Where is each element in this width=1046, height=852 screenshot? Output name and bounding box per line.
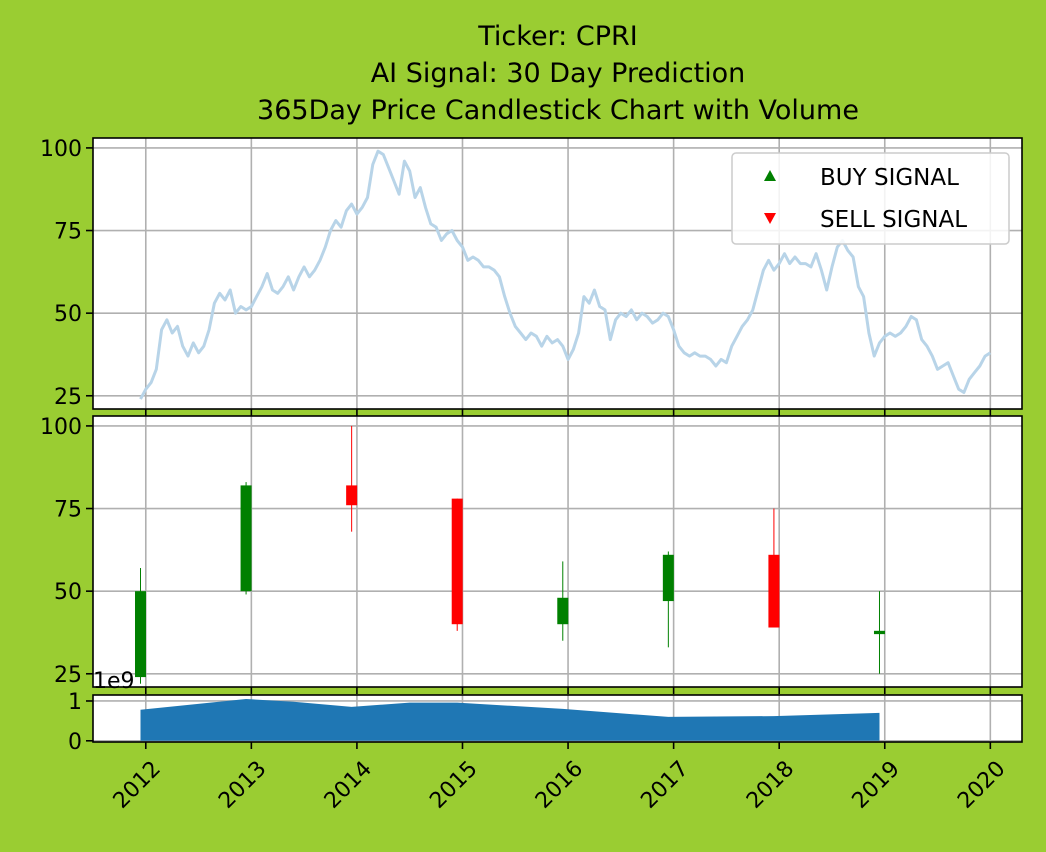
chart-title: Ticker: CPRI AI Signal: 30 Day Predictio… (257, 21, 859, 126)
x-tick-label-2012: 2012 (109, 756, 166, 813)
x-tick-label-2020: 2020 (953, 756, 1010, 813)
candlestick-panel: 25 50 75 100 (40, 415, 1023, 694)
candle-body-3 (346, 485, 358, 506)
x-tick-label-2017: 2017 (636, 756, 693, 813)
x-axis: 2012 2013 2014 2015 2016 2017 2018 2019 2020 (109, 756, 1011, 813)
candle-1 (135, 568, 147, 684)
candle-2 (240, 482, 252, 595)
candle-frame (92, 415, 1023, 688)
x-tick-label-2018: 2018 (742, 756, 799, 813)
price-legend: BUY SIGNAL SELL SIGNAL (731, 152, 1010, 245)
candle-body-2 (240, 485, 252, 592)
volume-scale-label: 1e9 (93, 669, 135, 694)
candle-ytick-label-100: 100 (40, 415, 82, 440)
x-tick-label-2019: 2019 (848, 756, 905, 813)
candle-ytick-label-75: 75 (54, 498, 82, 523)
legend-label-buy: BUY SIGNAL (820, 165, 959, 191)
price-ytick-label-75: 75 (54, 220, 82, 245)
volume-frame (92, 694, 1023, 743)
x-tick-label-2013: 2013 (214, 756, 271, 813)
candle-plot-area (93, 416, 1022, 687)
volume-ytick-label-1: 1 (68, 690, 82, 715)
candle-7 (768, 508, 780, 628)
candle-body-5 (557, 597, 569, 625)
volume-panel: 0 1 1e9 (68, 669, 1023, 755)
candle-8 (873, 591, 885, 674)
x-tick-label-2014: 2014 (320, 756, 377, 813)
price-frame (92, 137, 1023, 410)
volume-ytick-label-0: 0 (68, 730, 82, 755)
candle-body-1 (135, 591, 147, 678)
volume-area (140, 699, 880, 741)
candle-body-7 (768, 554, 780, 628)
price-line (139, 149, 992, 400)
candle-6 (662, 551, 674, 648)
x-tick-label-2015: 2015 (425, 756, 482, 813)
candle-body-4 (451, 498, 463, 625)
candle-5 (557, 561, 569, 641)
price-ytick-label-50: 50 (54, 302, 82, 327)
x-tick-label-2016: 2016 (531, 756, 588, 813)
price-ytick-label-100: 100 (40, 137, 82, 162)
price-legend-box (731, 152, 1010, 245)
chart-title-line-3: 365Day Price Candlestick Chart with Volu… (257, 95, 859, 126)
candle-ytick-label-25: 25 (54, 663, 82, 688)
candle-3 (346, 425, 358, 532)
legend-marker-sell (764, 213, 776, 224)
price-panel: 25 50 75 100 BUY SIGNAL SELL SIGNAL (40, 137, 1023, 416)
candle-4 (451, 498, 463, 631)
candle-ytick-label-50: 50 (54, 580, 82, 605)
legend-label-sell: SELL SIGNAL (820, 207, 967, 233)
candle-body-8 (873, 630, 885, 635)
candle-body-6 (662, 554, 674, 602)
legend-marker-buy (764, 170, 776, 181)
chart-title-line-1: Ticker: CPRI (477, 21, 637, 52)
chart-title-line-2: AI Signal: 30 Day Prediction (371, 58, 746, 89)
price-ytick-label-25: 25 (54, 385, 82, 410)
